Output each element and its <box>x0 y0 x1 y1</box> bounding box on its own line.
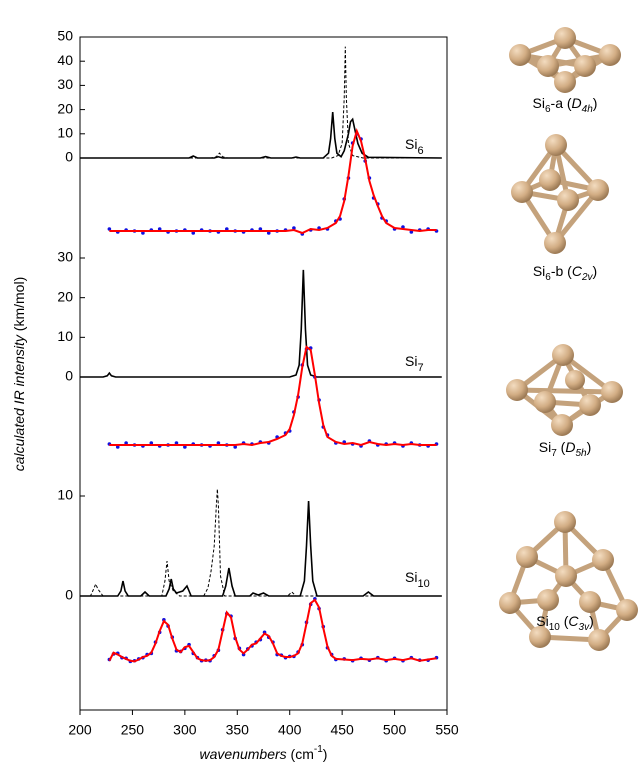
y-axis-label: calculated IR intensity (km/mol) <box>11 277 27 472</box>
y-tick-label: 50 <box>57 28 73 44</box>
y-tick-label: 10 <box>57 487 73 503</box>
spectrum-line <box>80 112 442 158</box>
cluster-label: Si6 <box>405 136 424 157</box>
structure-caption-part: 5h <box>575 448 587 459</box>
x-axis-label: wavenumbers (cm-1) <box>200 744 328 762</box>
structure-caption-part: Si <box>536 613 548 629</box>
molecule-si6a <box>509 27 621 93</box>
y-axis-label-part: calculated IR intensity <box>11 334 27 471</box>
x-tick-label: 250 <box>121 722 145 738</box>
x-tick-label: 500 <box>383 722 407 738</box>
cluster-label-part: Si <box>405 569 417 585</box>
y-tick-label: 40 <box>57 52 73 68</box>
plot-frame <box>80 37 447 710</box>
cluster-label-part: Si <box>405 353 417 369</box>
y-tick-label: 0 <box>65 587 73 603</box>
structure-caption-part: ( <box>560 613 569 629</box>
spectrum-line <box>80 270 442 377</box>
structure-caption-part: 4h <box>582 104 594 115</box>
y-tick-label: 0 <box>65 368 73 384</box>
x-axis-label-part: (cm <box>287 746 314 762</box>
cluster-label: Si10 <box>405 569 430 590</box>
structure-caption-part: 10 <box>549 622 561 633</box>
molecule-si10 <box>499 511 638 651</box>
structure-caption-part: ) <box>587 439 592 455</box>
x-axis-label-part: ) <box>323 746 328 762</box>
structure-caption-part: ( <box>557 439 566 455</box>
y-tick-label: 0 <box>65 149 73 165</box>
structure-caption-part: ) <box>593 263 598 279</box>
y-tick-label: 10 <box>57 125 73 141</box>
structure-caption-part: Si <box>533 95 545 111</box>
x-axis-label-part: wavenumbers <box>200 746 287 762</box>
figure: 200250300350400450500550wavenumbers (cm-… <box>0 0 639 771</box>
structure-caption-part: ) <box>589 613 594 629</box>
structure-caption: Si7 (D5h) <box>539 439 592 459</box>
structure-caption-part: D <box>572 95 582 111</box>
structure-caption-part: -b ( <box>551 263 572 279</box>
structure-caption-part: D <box>565 439 575 455</box>
fit-line <box>109 600 436 661</box>
spectrum-line <box>80 501 442 596</box>
cluster-label-part: Si <box>405 136 417 152</box>
structure-caption-part: ) <box>593 95 598 111</box>
y-tick-label: 20 <box>57 100 73 116</box>
structure-caption-part: Si <box>533 263 545 279</box>
cluster-label: Si7 <box>405 353 424 374</box>
y-axis-label-part: (km/mol) <box>11 277 27 335</box>
cluster-label-part: 10 <box>417 578 429 590</box>
fit-line <box>109 131 436 233</box>
cluster-label-part: 7 <box>417 362 423 374</box>
y-tick-label: 10 <box>57 328 73 344</box>
structure-caption-part: -a ( <box>551 95 572 111</box>
cluster-label-part: 6 <box>417 145 423 157</box>
x-tick-label: 550 <box>435 722 459 738</box>
spectrum-line <box>80 489 442 596</box>
x-tick-label: 300 <box>173 722 197 738</box>
structure-caption: Si6-a (D4h) <box>533 95 598 115</box>
x-tick-label: 350 <box>226 722 250 738</box>
fit-line <box>109 347 436 445</box>
structures <box>499 27 638 651</box>
y-tick-label: 30 <box>57 76 73 92</box>
y-tick-label: 20 <box>57 288 73 304</box>
molecule-si6b <box>511 134 609 254</box>
x-tick-label: 450 <box>330 722 354 738</box>
structure-caption: Si6-b (C2v) <box>533 263 597 283</box>
molecule-si7 <box>506 344 623 436</box>
spectrum-line <box>80 47 442 158</box>
x-tick-label: 400 <box>278 722 302 738</box>
x-tick-label: 200 <box>68 722 92 738</box>
y-tick-label: 30 <box>57 249 73 265</box>
structure-caption-part: Si <box>539 439 551 455</box>
